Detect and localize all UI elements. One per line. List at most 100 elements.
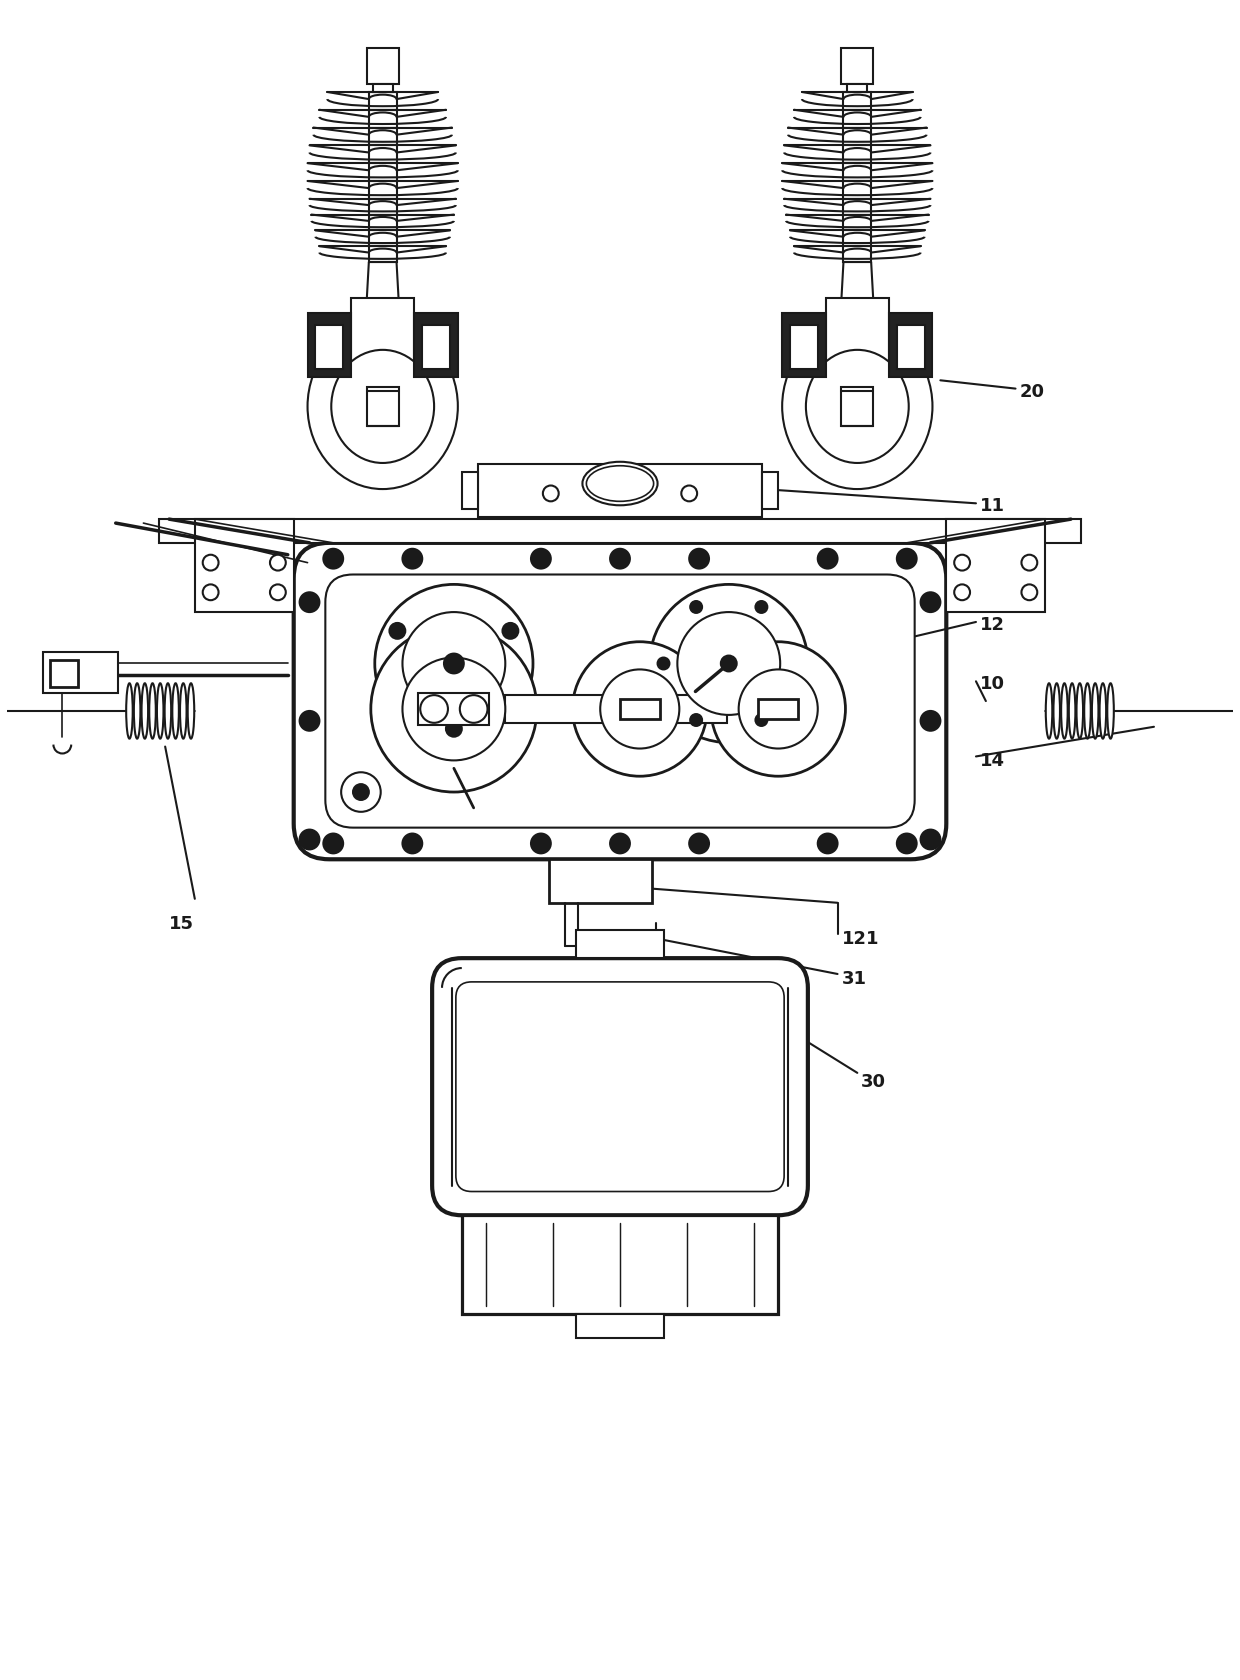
Ellipse shape [172, 684, 179, 739]
Ellipse shape [782, 324, 932, 491]
Bar [461, 1216, 779, 1314]
Bar [368, 215, 397, 232]
Bar [843, 200, 872, 215]
Circle shape [324, 833, 343, 853]
Ellipse shape [806, 351, 909, 464]
Circle shape [817, 833, 837, 853]
Circle shape [324, 549, 343, 570]
Bar [843, 165, 872, 181]
Bar [843, 247, 872, 262]
Circle shape [897, 833, 916, 853]
Bar [368, 232, 397, 247]
Circle shape [403, 613, 505, 716]
Circle shape [920, 830, 940, 850]
Circle shape [600, 670, 680, 749]
Ellipse shape [1084, 684, 1091, 739]
Bar [842, 49, 873, 86]
Circle shape [444, 654, 464, 674]
Circle shape [755, 601, 768, 613]
Bar [505, 696, 727, 724]
Bar [946, 519, 1045, 613]
Ellipse shape [1107, 684, 1114, 739]
Circle shape [353, 785, 368, 800]
Ellipse shape [134, 684, 140, 739]
Ellipse shape [1069, 684, 1075, 739]
Ellipse shape [1061, 684, 1068, 739]
Bar [477, 464, 763, 517]
Bar [763, 472, 779, 511]
Bar [577, 931, 663, 959]
Circle shape [739, 670, 817, 749]
Circle shape [531, 833, 551, 853]
Bar [414, 314, 458, 378]
Ellipse shape [157, 684, 164, 739]
Bar [373, 86, 393, 92]
Bar [889, 314, 932, 378]
Circle shape [689, 549, 709, 570]
Bar [367, 49, 398, 86]
Bar [847, 86, 867, 92]
Bar [368, 165, 397, 181]
Circle shape [403, 659, 505, 761]
Bar [51, 660, 78, 687]
Circle shape [681, 486, 697, 502]
Ellipse shape [331, 351, 434, 464]
Circle shape [657, 659, 670, 670]
Bar [308, 314, 351, 378]
Ellipse shape [141, 684, 148, 739]
Ellipse shape [165, 684, 171, 739]
Ellipse shape [187, 684, 195, 739]
Ellipse shape [1045, 684, 1053, 739]
Bar [843, 146, 872, 165]
Bar [423, 326, 450, 370]
Circle shape [502, 623, 518, 640]
Bar [368, 181, 397, 200]
Circle shape [300, 830, 320, 850]
Text: 10: 10 [980, 675, 1004, 692]
Circle shape [817, 549, 837, 570]
Bar [315, 326, 343, 370]
FancyBboxPatch shape [432, 959, 808, 1216]
Bar [159, 519, 1081, 544]
Bar [843, 111, 872, 128]
Circle shape [270, 585, 285, 601]
Bar [368, 247, 397, 262]
Ellipse shape [180, 684, 186, 739]
Circle shape [202, 556, 218, 571]
Bar [368, 146, 397, 165]
Ellipse shape [149, 684, 156, 739]
Bar [843, 232, 872, 247]
Circle shape [1022, 556, 1038, 571]
FancyBboxPatch shape [294, 544, 946, 860]
Bar [42, 652, 118, 694]
Ellipse shape [1092, 684, 1099, 739]
Text: 20: 20 [1019, 383, 1044, 400]
Bar [368, 92, 397, 111]
Bar [368, 200, 397, 215]
Circle shape [920, 712, 940, 731]
Circle shape [955, 556, 970, 571]
Circle shape [531, 549, 551, 570]
Circle shape [691, 714, 702, 726]
Circle shape [420, 696, 448, 724]
Circle shape [711, 642, 846, 776]
Circle shape [460, 696, 487, 724]
Circle shape [920, 593, 940, 613]
Circle shape [610, 833, 630, 853]
Ellipse shape [126, 684, 133, 739]
Ellipse shape [583, 462, 657, 506]
Circle shape [202, 585, 218, 601]
Bar [368, 111, 397, 128]
Circle shape [720, 657, 737, 672]
Circle shape [300, 712, 320, 731]
Circle shape [543, 486, 559, 502]
Text: 15: 15 [169, 914, 195, 932]
Circle shape [403, 833, 423, 853]
Circle shape [446, 721, 461, 738]
Circle shape [371, 627, 537, 793]
Ellipse shape [1100, 684, 1106, 739]
Bar [368, 128, 397, 146]
Circle shape [691, 601, 702, 613]
Bar [782, 314, 826, 378]
Circle shape [300, 593, 320, 613]
